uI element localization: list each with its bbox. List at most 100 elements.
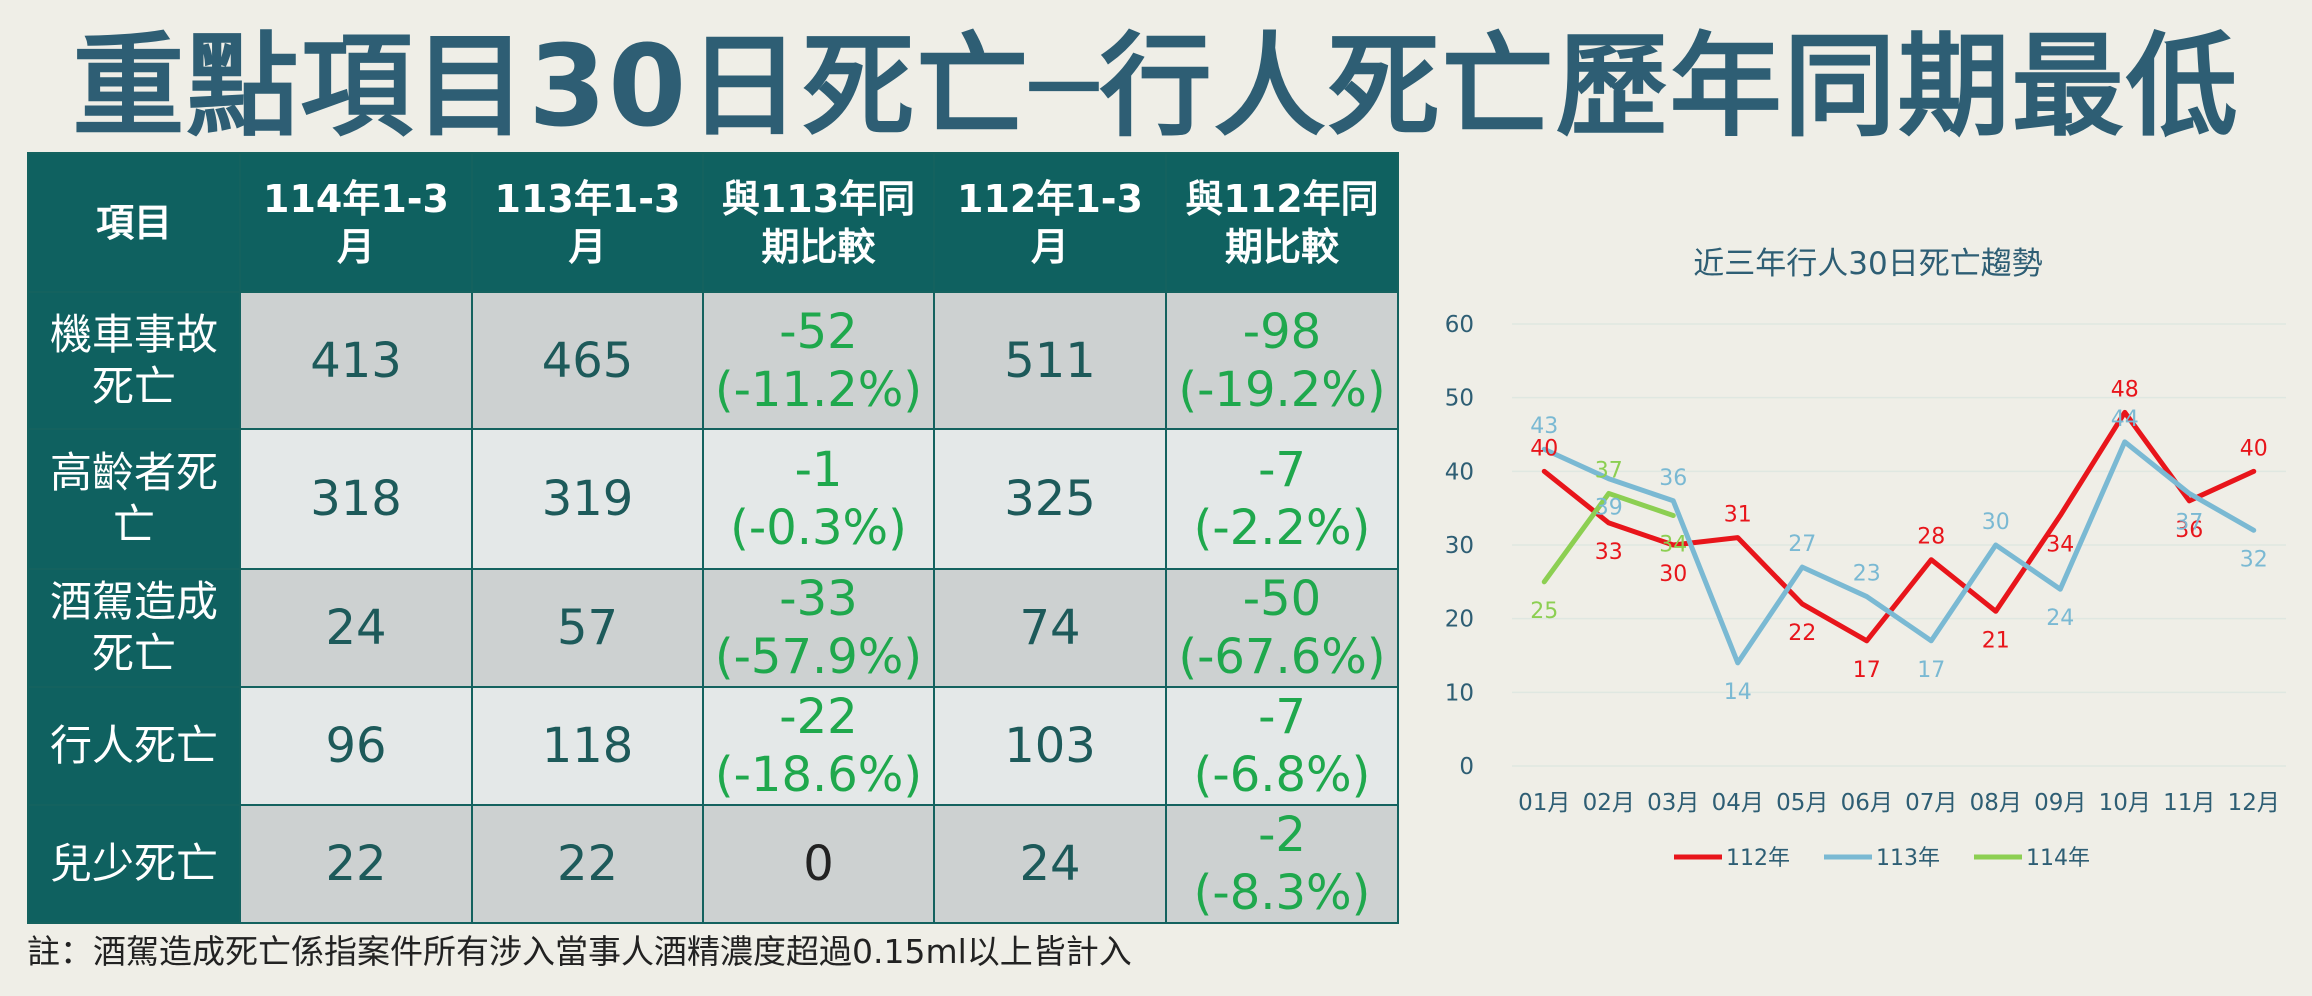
compare-113-cell: -33 (-57.9%): [702, 568, 935, 688]
compare-pct: (-19.2%): [1178, 361, 1386, 418]
compare-diff: -2: [1258, 807, 1306, 863]
row-label: 機車事故死亡: [27, 291, 241, 430]
data-label: 36: [1659, 466, 1687, 491]
y-tick-label: 20: [1445, 607, 1474, 633]
y-tick-label: 30: [1445, 533, 1474, 559]
compare-diff: -98: [1242, 303, 1322, 360]
data-label: 48: [2111, 377, 2139, 402]
compare-112-cell: -50 (-67.6%): [1165, 568, 1399, 688]
value-112: 74: [933, 568, 1167, 688]
x-tick-label: 06月: [1841, 790, 1893, 816]
compare-112-cell: -2 (-8.3%): [1165, 804, 1399, 924]
data-label: 36: [2175, 518, 2203, 543]
value-112: 103: [933, 686, 1167, 806]
x-tick-label: 07月: [1905, 790, 1957, 816]
data-labels: 4033303122172821344836404339361427231730…: [1530, 377, 2268, 704]
x-tick-label: 10月: [2099, 790, 2151, 816]
row-label: 高齡者死亡: [27, 428, 241, 570]
compare-112-cell: -98 (-19.2%): [1165, 291, 1399, 430]
chart-grid: [1512, 323, 2286, 767]
compare-diff: -1: [794, 442, 843, 498]
data-label: 37: [1595, 458, 1623, 483]
compare-diff: -22: [779, 689, 858, 745]
value-112: 24: [933, 804, 1167, 924]
legend-label: 114年: [2026, 846, 2090, 871]
table-row: 行人死亡 96 118 -22 (-18.6%) 103 -7 (-6.8%): [27, 686, 1399, 806]
value-113: 118: [471, 686, 704, 806]
y-tick-label: 50: [1445, 386, 1474, 412]
data-label: 24: [2046, 606, 2074, 631]
data-label: 21: [1982, 628, 2010, 653]
compare-diff: -50: [1242, 571, 1322, 627]
legend-label: 112年: [1726, 846, 1790, 871]
chart-title: 近三年行人30日死亡趨勢: [1693, 246, 2042, 282]
header-item: 項目: [27, 152, 241, 293]
row-label: 行人死亡: [27, 686, 241, 806]
value-113: 319: [471, 428, 704, 570]
compare-pct: (-2.2%): [1193, 500, 1371, 556]
data-label: 30: [1982, 510, 2010, 535]
chart-series: [1541, 409, 2257, 666]
comparison-table: 項目 114年1-3月 113年1-3月 與113年同期比較 112年1-3月 …: [27, 152, 1399, 924]
data-label: 40: [2240, 436, 2268, 461]
y-tick-label: 10: [1445, 680, 1474, 706]
compare-pct: (-18.6%): [714, 747, 923, 803]
header-113: 113年1-3月: [471, 152, 704, 293]
data-label: 17: [1917, 658, 1945, 683]
chart-legend: 112年 113年 114年: [1674, 846, 2090, 871]
table-row: 高齡者死亡 318 319 -1 (-0.3%) 325 -7 (-2.2%): [27, 428, 1399, 570]
data-label: 39: [1595, 496, 1623, 521]
series-line: [1541, 490, 1676, 585]
data-label: 17: [1853, 658, 1881, 683]
compare-pct: (-57.9%): [714, 629, 923, 685]
y-axis-ticks: 0 10 20 30 40 50 60: [1445, 312, 1474, 780]
data-label: 43: [1530, 414, 1558, 439]
x-tick-label: 03月: [1647, 790, 1699, 816]
value-113: 465: [471, 291, 704, 430]
footnote: 註：酒駕造成死亡係指案件所有涉入當事人酒精濃度超過0.15ml以上皆計入: [27, 932, 1132, 971]
compare-pct: (-8.3%): [1193, 865, 1371, 921]
data-label: 34: [1659, 533, 1687, 558]
compare-112-cell: -7 (-2.2%): [1165, 428, 1399, 570]
data-label: 33: [1595, 540, 1623, 565]
x-tick-label: 02月: [1583, 790, 1635, 816]
x-axis-ticks: 01月 02月 03月 04月 05月 06月 07月 08月 09月 10月 11月 12月: [1518, 790, 2280, 816]
table-row: 酒駕造成死亡 24 57 -33 (-57.9%) 74 -50 (-67.6%): [27, 568, 1399, 688]
compare-113-cell: -22 (-18.6%): [702, 686, 935, 806]
x-tick-label: 08月: [1970, 790, 2022, 816]
compare-pct: (-6.8%): [1193, 747, 1371, 803]
data-label: 40: [1530, 436, 1558, 461]
data-label: 28: [1917, 525, 1945, 550]
value-114: 96: [239, 686, 473, 806]
table-row: 機車事故死亡 413 465 -52 (-11.2%) 511 -98 (-19.2…: [27, 291, 1399, 430]
x-tick-label: 04月: [1712, 790, 1764, 816]
header-compare-113: 與113年同期比較: [702, 152, 935, 293]
data-label: 23: [1853, 562, 1881, 587]
compare-diff: -7: [1258, 689, 1306, 745]
header-114: 114年1-3月: [239, 152, 473, 293]
compare-diff: -33: [779, 571, 858, 627]
data-label: 14: [1724, 680, 1752, 705]
compare-diff: 0: [803, 836, 834, 892]
y-tick-label: 0: [1459, 754, 1474, 780]
compare-pct: (-0.3%): [730, 500, 907, 556]
compare-diff: -52: [779, 303, 858, 360]
compare-pct: (-67.6%): [1178, 629, 1386, 685]
x-tick-label: 12月: [2228, 790, 2280, 816]
compare-112-cell: -7 (-6.8%): [1165, 686, 1399, 806]
data-label: 25: [1530, 599, 1558, 624]
value-112: 511: [933, 291, 1167, 430]
value-114: 22: [239, 804, 473, 924]
data-label: 34: [2046, 533, 2074, 558]
value-114: 413: [239, 291, 473, 430]
x-tick-label: 09月: [2034, 790, 2086, 816]
data-label: 22: [1788, 621, 1816, 646]
x-tick-label: 11月: [2163, 790, 2215, 816]
row-label: 酒駕造成死亡: [27, 568, 241, 688]
value-114: 24: [239, 568, 473, 688]
y-tick-label: 40: [1445, 459, 1474, 485]
x-tick-label: 05月: [1776, 790, 1828, 816]
data-label: 37: [2175, 510, 2203, 535]
table-header-row: 項目 114年1-3月 113年1-3月 與113年同期比較 112年1-3月 …: [27, 152, 1399, 293]
